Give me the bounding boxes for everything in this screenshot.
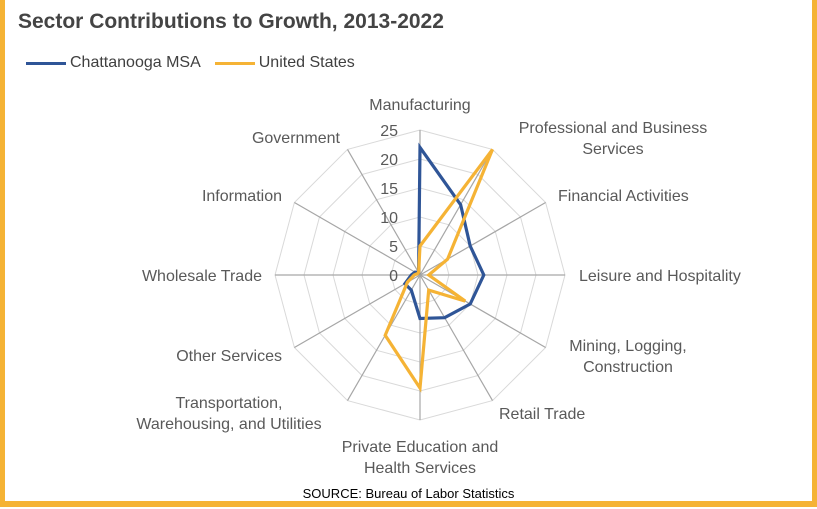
legend-label-united-states: United States <box>258 54 355 71</box>
category-label-5-0: Retail Trade <box>499 406 585 423</box>
category-label-7-1: Warehousing, and Utilities <box>136 416 321 433</box>
category-label-4-0: Mining, Logging, <box>569 338 686 355</box>
legend-item-united-states: United States <box>214 54 355 72</box>
tick-label-0: 0 <box>389 268 398 285</box>
series-line-chattanooga <box>402 142 486 321</box>
axis-spoke-11 <box>346 149 421 276</box>
category-label-0-0: Manufacturing <box>369 97 470 114</box>
legend-swatch-chattanooga <box>26 61 66 65</box>
tick-label-20: 20 <box>380 152 398 169</box>
category-label-2-0: Financial Activities <box>558 188 689 205</box>
category-label-9-0: Wholesale Trade <box>142 268 262 285</box>
axis-spoke-8 <box>294 274 421 349</box>
category-label-1-0: Professional and Business <box>519 120 708 137</box>
source-note: SOURCE: Bureau of Labor Statistics <box>302 486 515 501</box>
category-label-10-0: Information <box>202 188 282 205</box>
tick-label-10: 10 <box>380 210 398 227</box>
series-line-united-states <box>383 148 494 393</box>
tick-label-25: 25 <box>380 123 398 140</box>
category-label-11-0: Government <box>252 130 341 147</box>
axis-spoke-1 <box>419 149 494 276</box>
category-label-6-1: Health Services <box>364 460 476 477</box>
legend: Chattanooga MSA United States <box>26 54 369 72</box>
category-label-7-0: Transportation, <box>175 395 282 412</box>
legend-swatch-united-states <box>214 61 255 65</box>
axis-spoke-5 <box>419 274 494 401</box>
axis-spoke-10 <box>294 201 421 276</box>
category-label-8-0: Other Services <box>176 348 282 365</box>
tick-label-5: 5 <box>389 239 398 256</box>
chart-title: Sector Contributions to Growth, 2013-202… <box>18 10 444 33</box>
axis-spoke-7 <box>346 274 421 401</box>
tick-label-15: 15 <box>380 181 398 198</box>
category-label-6-0: Private Education and <box>342 439 499 456</box>
category-label-4-1: Construction <box>583 359 673 376</box>
category-label-1-1: Services <box>582 141 643 158</box>
legend-item-chattanooga: Chattanooga MSA <box>26 54 201 72</box>
legend-label-chattanooga: Chattanooga MSA <box>70 54 201 71</box>
category-label-3-0: Leisure and Hospitality <box>579 268 741 285</box>
axis-spoke-4 <box>419 274 546 349</box>
